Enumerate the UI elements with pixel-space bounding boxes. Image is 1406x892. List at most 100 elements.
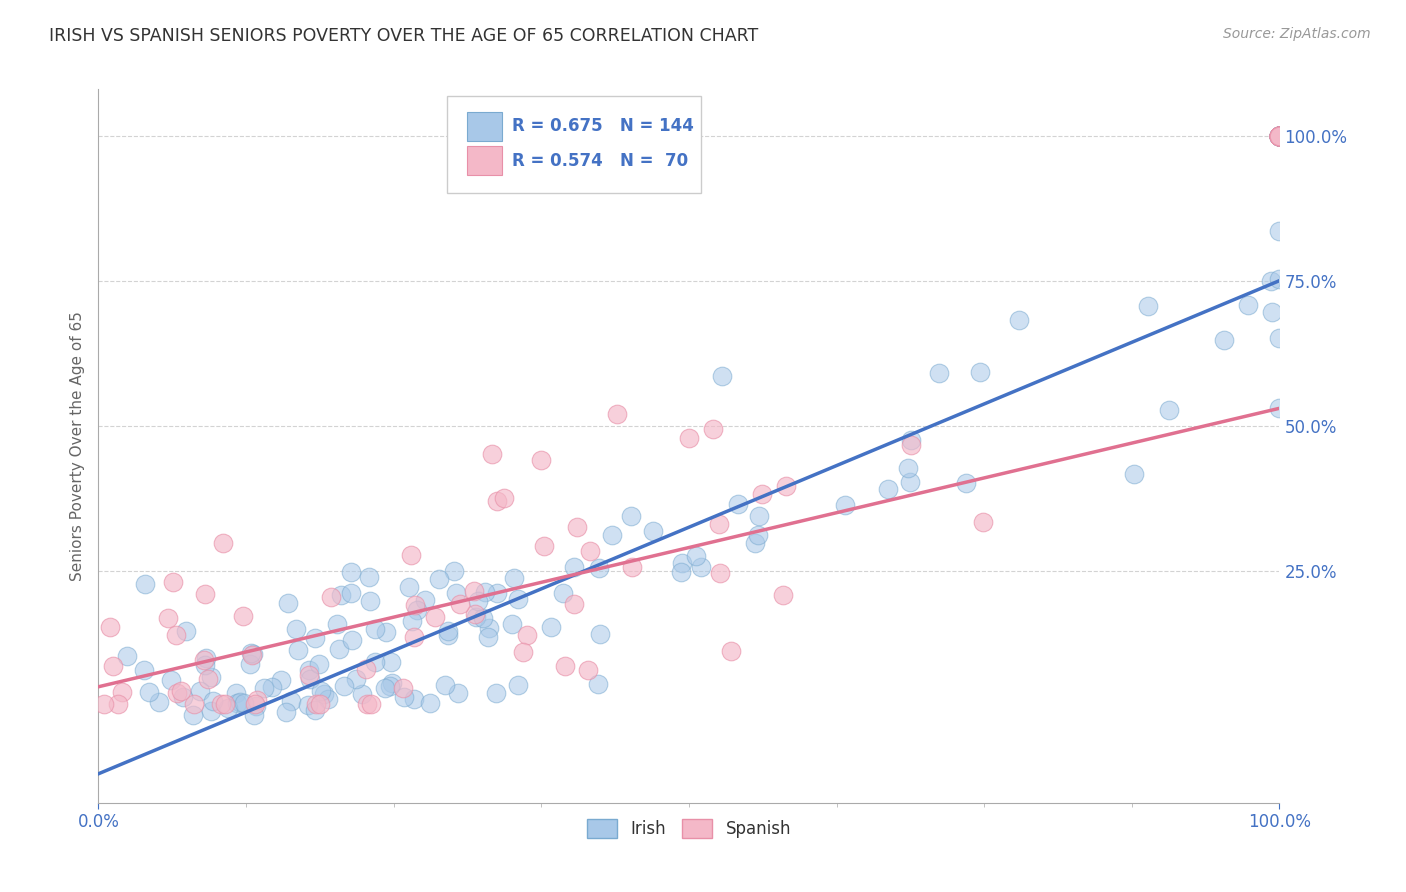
Irish (378, 679, 401, 693)
Irish (350, 687, 373, 701)
Irish (744, 535, 766, 549)
Spanish (512, 645, 534, 659)
Spanish (533, 539, 555, 553)
Irish (711, 368, 734, 383)
Irish (364, 655, 387, 669)
Spanish (240, 648, 263, 663)
Irish (1268, 128, 1291, 143)
Spanish (298, 668, 321, 682)
Irish (285, 622, 308, 636)
FancyBboxPatch shape (467, 112, 502, 141)
Spanish (464, 607, 486, 621)
Irish (309, 684, 332, 698)
Spanish (1268, 128, 1291, 143)
Spanish (246, 693, 269, 707)
Irish (304, 631, 326, 645)
Irish (239, 646, 262, 660)
Irish (1268, 224, 1291, 238)
Spanish (193, 653, 215, 667)
Irish (314, 687, 336, 701)
Irish (200, 670, 222, 684)
Irish (465, 610, 488, 624)
Irish (194, 651, 217, 665)
Spanish (463, 584, 485, 599)
Irish (1122, 467, 1144, 481)
Irish (478, 622, 501, 636)
Irish (427, 573, 450, 587)
Spanish (678, 431, 700, 445)
Text: IRISH VS SPANISH SENIORS POVERTY OVER THE AGE OF 65 CORRELATION CHART: IRISH VS SPANISH SENIORS POVERTY OVER TH… (49, 27, 758, 45)
Spanish (214, 697, 236, 711)
Spanish (356, 697, 378, 711)
Irish (1136, 299, 1159, 313)
Irish (1260, 304, 1282, 318)
Irish (375, 624, 398, 639)
Irish (329, 588, 352, 602)
Spanish (702, 422, 724, 436)
Irish (138, 684, 160, 698)
Spanish (579, 543, 602, 558)
Spanish (576, 663, 599, 677)
Irish (401, 614, 423, 628)
Irish (485, 686, 508, 700)
Irish (115, 649, 138, 664)
Irish (834, 498, 856, 512)
Spanish (1268, 128, 1291, 143)
Irish (1268, 272, 1291, 286)
Irish (1268, 128, 1291, 143)
Irish (471, 611, 494, 625)
Spanish (232, 609, 254, 624)
Spanish (211, 536, 233, 550)
Irish (955, 475, 977, 490)
Irish (217, 700, 239, 714)
Irish (434, 678, 457, 692)
Spanish (309, 697, 332, 711)
Irish (1268, 331, 1291, 345)
Irish (298, 663, 321, 677)
Irish (436, 628, 458, 642)
Text: R = 0.675   N = 144: R = 0.675 N = 144 (512, 118, 693, 136)
Spanish (449, 597, 471, 611)
Irish (239, 657, 262, 671)
Irish (1213, 333, 1236, 347)
Spanish (107, 697, 129, 711)
Spanish (356, 662, 378, 676)
Irish (477, 630, 499, 644)
Spanish (621, 560, 644, 574)
Irish (485, 586, 508, 600)
Irish (308, 657, 330, 671)
Irish (447, 686, 470, 700)
Spanish (166, 686, 188, 700)
Spanish (183, 697, 205, 711)
Irish (1268, 128, 1291, 143)
Spanish (245, 697, 267, 711)
Spanish (554, 659, 576, 673)
Spanish (101, 658, 124, 673)
Irish (359, 594, 381, 608)
Irish (446, 586, 468, 600)
Irish (174, 624, 197, 639)
Irish (232, 696, 254, 710)
Irish (1268, 128, 1291, 143)
Irish (299, 672, 322, 686)
Irish (1008, 312, 1031, 326)
Irish (1268, 128, 1291, 143)
Irish (502, 571, 524, 585)
Irish (381, 676, 404, 690)
Irish (194, 657, 217, 672)
Irish (1268, 128, 1291, 143)
Irish (1268, 128, 1291, 143)
Irish (134, 577, 156, 591)
Spanish (562, 597, 585, 611)
Irish (398, 580, 420, 594)
Irish (1157, 403, 1180, 417)
Irish (132, 664, 155, 678)
Irish (304, 703, 326, 717)
Irish (1260, 274, 1282, 288)
Spanish (305, 697, 328, 711)
Y-axis label: Seniors Poverty Over the Age of 65: Seniors Poverty Over the Age of 65 (69, 311, 84, 581)
Irish (443, 565, 465, 579)
Irish (277, 596, 299, 610)
Irish (1268, 128, 1291, 143)
Spanish (486, 494, 509, 508)
